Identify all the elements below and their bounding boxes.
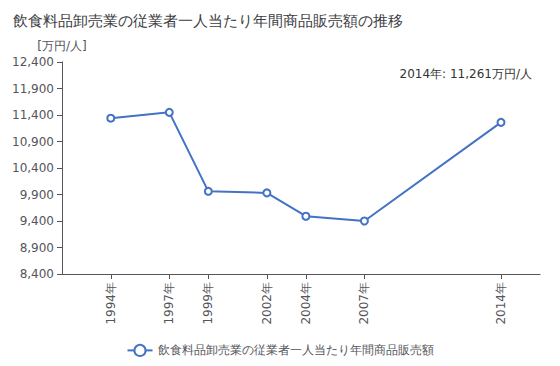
svg-text:飲食料品卸売業の従業者一人当たり年間商品販売額の推移: 飲食料品卸売業の従業者一人当たり年間商品販売額の推移	[13, 12, 403, 30]
svg-text:2007年: 2007年	[357, 282, 371, 325]
svg-text:12,400: 12,400	[12, 55, 54, 69]
svg-text:2014年: 11,261万円/人: 2014年: 11,261万円/人	[400, 67, 532, 81]
svg-text:10,400: 10,400	[12, 161, 54, 175]
svg-text:1994年: 1994年	[104, 282, 118, 325]
svg-text:1999年: 1999年	[201, 282, 215, 325]
svg-text:9,900: 9,900	[20, 188, 54, 202]
svg-text:9,400: 9,400	[20, 214, 54, 228]
svg-text:[万円/人]: [万円/人]	[37, 39, 86, 53]
svg-text:10,900: 10,900	[12, 135, 54, 149]
svg-text:11,400: 11,400	[12, 108, 54, 122]
svg-text:11,900: 11,900	[12, 82, 54, 96]
svg-text:2002年: 2002年	[260, 282, 274, 325]
svg-text:2014年: 2014年	[494, 282, 508, 325]
svg-text:飲食料品卸売業の従業者一人当たり年間商品販売額: 飲食料品卸売業の従業者一人当たり年間商品販売額	[158, 343, 434, 357]
svg-text:2004年: 2004年	[299, 282, 313, 325]
svg-text:8,900: 8,900	[20, 241, 54, 255]
svg-text:8,400: 8,400	[20, 267, 54, 281]
svg-text:1997年: 1997年	[162, 282, 176, 325]
